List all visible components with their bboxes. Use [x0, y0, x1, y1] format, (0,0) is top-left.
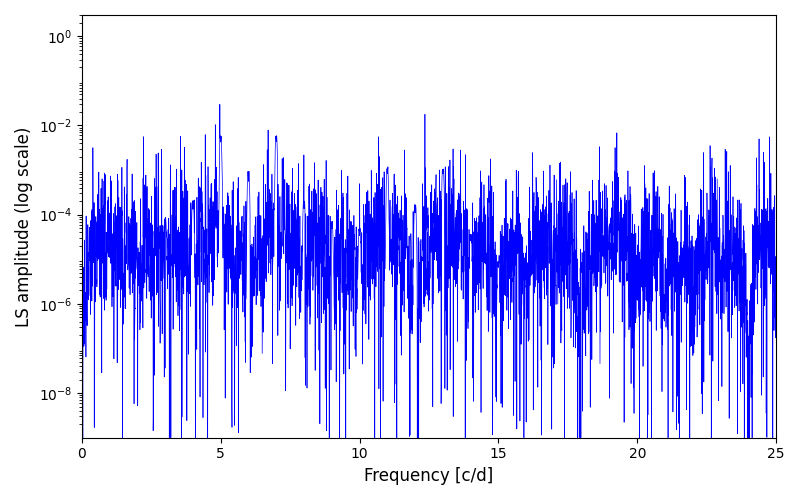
Y-axis label: LS amplitude (log scale): LS amplitude (log scale) [15, 126, 33, 326]
X-axis label: Frequency [c/d]: Frequency [c/d] [364, 467, 494, 485]
